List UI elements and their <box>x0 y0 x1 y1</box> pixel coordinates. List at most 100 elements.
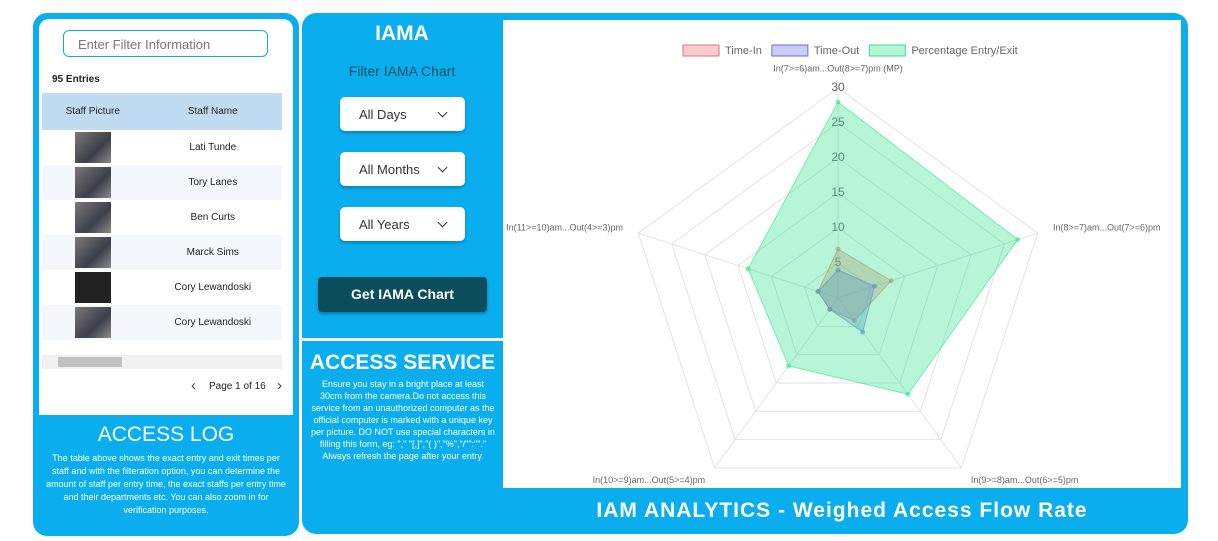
days-select[interactable]: All Days <box>340 97 465 131</box>
data-point <box>815 289 821 295</box>
chart-area: In(7>=6)am...Out(8>=7)pm (MP) In(8>=7)am.… <box>503 20 1181 488</box>
series-area <box>747 101 1019 395</box>
r-tick-label: 20 <box>831 150 845 164</box>
staff-name: Cory Lewandoski <box>143 305 282 340</box>
staff-picture-cell <box>42 200 144 235</box>
staff-picture-cell <box>42 270 144 305</box>
staff-picture <box>74 307 111 338</box>
staff-picture <box>74 167 111 198</box>
staff-name: Cory Lewandoski <box>174 282 252 293</box>
staff-picture <box>74 272 111 303</box>
legend-swatch <box>771 44 809 57</box>
legend-label: Time-In <box>725 45 762 57</box>
table-row: Marck Sims <box>42 235 282 270</box>
data-point <box>835 246 841 252</box>
chart-title: IAM ANALYTICS - Weighed Access Flow Rate <box>596 499 1088 522</box>
grid-ring <box>637 87 1039 469</box>
data-point <box>835 99 841 105</box>
r-tick-label: 30 <box>831 80 845 94</box>
legend-label: Percentage Entry/Exit <box>911 45 1017 57</box>
staff-picture <box>74 202 111 233</box>
axis-label: In(8>=7)am...Out(7>=6)pm <box>1053 223 1161 233</box>
data-point <box>786 363 792 369</box>
get-chart-button[interactable]: Get IAMA Chart <box>318 277 487 312</box>
series-area <box>817 248 893 322</box>
legend-swatch <box>868 44 906 57</box>
staff-picture-cell <box>42 305 144 340</box>
staff-picture <box>74 132 111 163</box>
axis-label: In(7>=6)am...Out(8>=7)pm (MP) <box>773 63 903 73</box>
header-cell: Staff Name <box>143 93 282 130</box>
spoke <box>837 232 1038 299</box>
staff-picture-cell <box>42 130 144 165</box>
months-select[interactable]: All Months <box>340 152 465 186</box>
data-point <box>745 266 751 272</box>
filter-title: Filter IAMA Chart <box>348 63 456 79</box>
data-point <box>888 278 894 284</box>
staff-name: Marck Sims <box>143 235 282 270</box>
table-row: Cory Lewandoski <box>42 270 282 305</box>
access-service-note: Always refresh the page after your entry… <box>322 451 484 461</box>
scrollbar[interactable] <box>42 355 282 369</box>
access-service-text: Ensure you stay in a bright place at lea… <box>310 378 496 462</box>
table-row: Lati Tunde <box>42 130 282 165</box>
spoke <box>837 297 962 469</box>
iama-title: IAMA <box>375 22 429 45</box>
staff-picture-cell <box>42 165 144 200</box>
axis-label: In(9>=8)am...Out(6>=5)pm <box>971 475 1079 485</box>
table-header: Staff Picture Staff Name <box>42 93 282 130</box>
scroll-thumb[interactable] <box>58 357 122 367</box>
pagination: Page 1 of 16 <box>209 381 266 392</box>
access-log-table-area: Enter Filter Information 95 Entries Staf… <box>39 19 293 415</box>
staff-table: Staff Picture Staff Name Lati Tunde Tory … <box>42 93 282 340</box>
staff-name: Ben Curts <box>190 212 236 223</box>
data-point <box>851 318 857 324</box>
table-row: Ben Curts <box>42 200 282 235</box>
table-row: Tory Lanes <box>42 165 282 200</box>
staff-picture-cell <box>42 235 144 270</box>
data-point <box>860 329 866 335</box>
spoke <box>714 297 839 469</box>
data-point <box>827 306 833 312</box>
grid-ring <box>704 157 972 412</box>
data-point <box>872 283 878 289</box>
divider <box>302 338 503 341</box>
table-body: Lati Tunde Tory Lanes Ben Curts Marck Sims C… <box>42 130 282 340</box>
axis-label: In(10>=9)am...Out(5>=4)pm <box>593 475 706 485</box>
years-select[interactable]: All Years <box>340 207 465 241</box>
next-page[interactable]: › <box>277 377 282 394</box>
staff-name: Lati Tunde <box>189 142 237 153</box>
access-service-title: ACCESS SERVICE <box>309 351 496 374</box>
r-tick-label: 25 <box>831 115 845 129</box>
r-tick-label: 5 <box>835 255 842 269</box>
spoke <box>638 232 839 299</box>
header-cell: Staff Picture <box>42 93 144 130</box>
access-log-title: ACCESS LOG <box>97 423 235 446</box>
prev-page[interactable]: ‹ <box>191 377 196 394</box>
series-area <box>817 269 876 333</box>
legend-swatch <box>682 44 720 57</box>
r-tick-label: 15 <box>831 185 845 199</box>
legend-label: Time-Out <box>814 45 859 57</box>
access-log-description: The table above shows the exact entry an… <box>46 453 286 515</box>
data-point <box>835 267 841 273</box>
data-point <box>905 391 911 397</box>
filter-input[interactable]: Enter Filter Information <box>63 30 268 57</box>
grid-ring <box>737 192 939 384</box>
access-log-panel: Enter Filter Information 95 Entries Staf… <box>33 13 299 536</box>
staff-name: Tory Lanes <box>143 165 282 200</box>
grid-ring <box>770 227 906 356</box>
grid-ring <box>804 262 872 327</box>
axis-label: In(11>=10)am...Out(4>=3)pm <box>506 223 623 233</box>
grid-ring <box>670 122 1006 441</box>
radar-chart: In(7>=6)am...Out(8>=7)pm (MP) In(8>=7)am.… <box>506 44 1161 485</box>
entries-count: 95 Entries <box>52 74 100 85</box>
access-service-description: Ensure you stay in a bright place at lea… <box>311 379 495 449</box>
iama-panel: IAMA Filter IAMA Chart All Days All Mont… <box>302 13 1188 534</box>
data-point <box>1015 237 1021 243</box>
staff-picture <box>74 237 111 268</box>
r-tick-label: 10 <box>831 220 845 234</box>
table-row: Cory Lewandoski <box>42 305 282 340</box>
